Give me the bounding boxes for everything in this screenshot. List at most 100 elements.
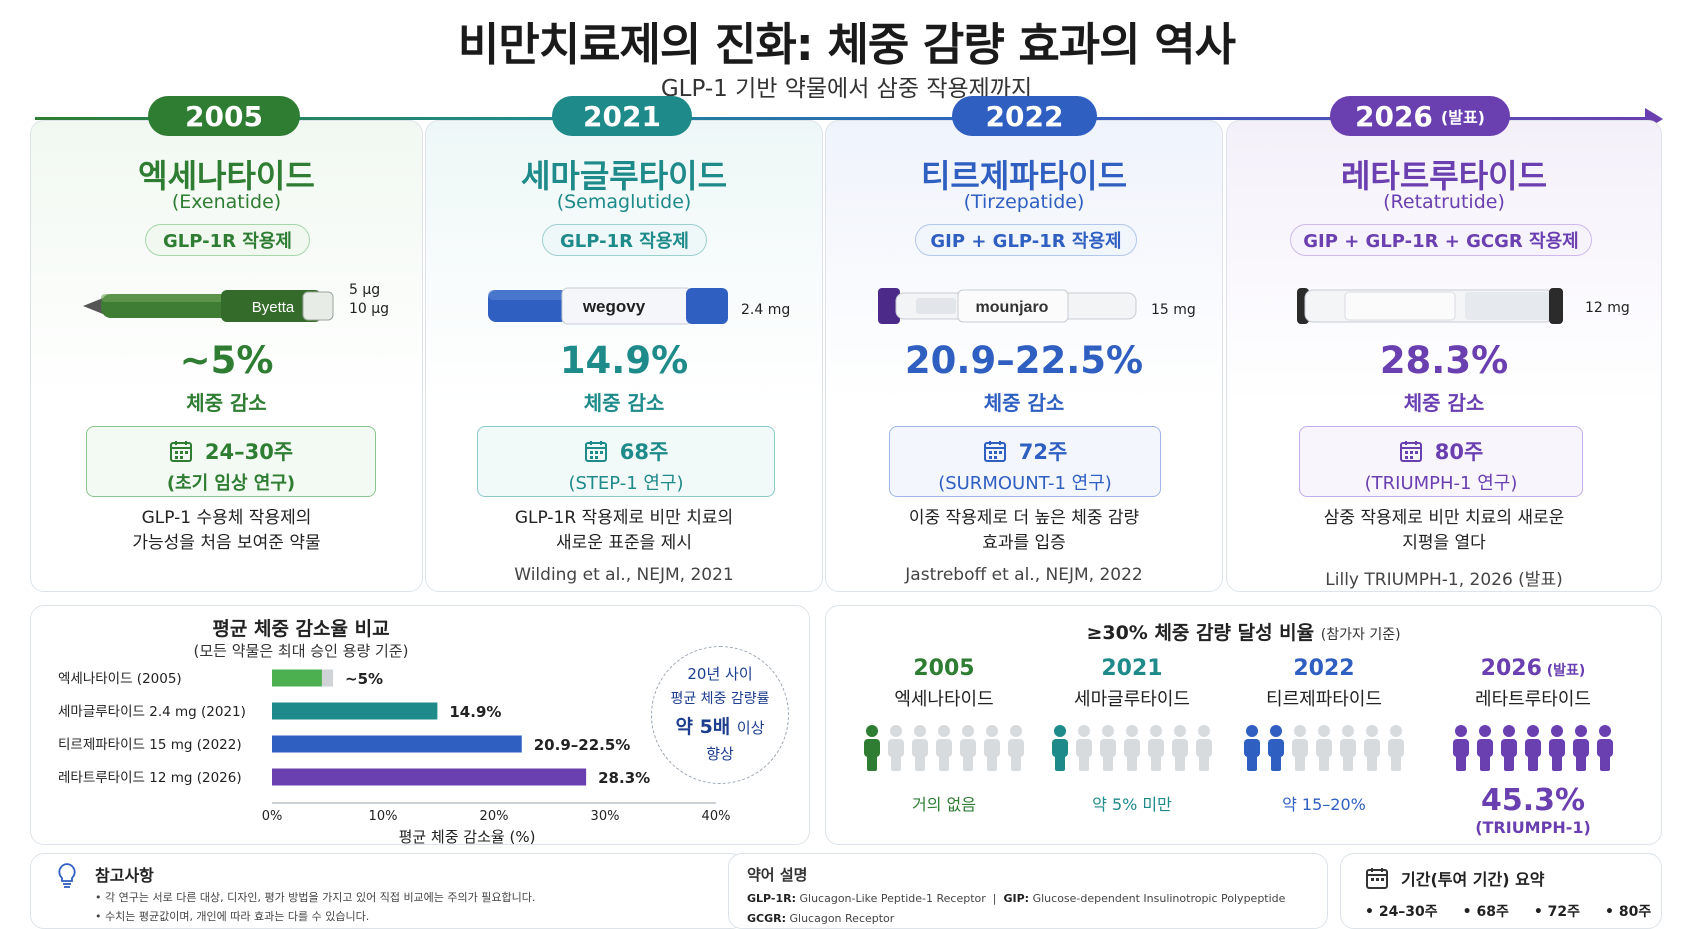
- mechanism-badge: GLP-1R 작용제: [542, 224, 707, 256]
- value-label: 28.3%: [598, 769, 650, 787]
- drug-name: 엑세나타이드: [138, 157, 315, 195]
- bar: [272, 669, 322, 687]
- bar: [272, 702, 438, 720]
- drug-description: GLP-1R 작용제로 비만 치료의 새로운 표준을 제시: [426, 506, 822, 556]
- group-drug-name: 레타트루타이드: [1475, 689, 1591, 710]
- person-icon: [1525, 725, 1541, 771]
- abbr-key: GIP:: [1003, 892, 1030, 905]
- drug-card-retatrutide: 레타트루타이드 (Retatrutide) GIP + GLP-1R + GCG…: [1226, 120, 1662, 592]
- person-icon: [1124, 725, 1140, 771]
- person-icon: [984, 725, 1000, 771]
- person-icon: [1501, 725, 1517, 771]
- bar-chart-panel: 평균 체중 감소율 비교 (모든 약물은 최대 승인 용량 기준) 엑세나타이드…: [30, 605, 810, 846]
- dose-value: 5 μg: [349, 282, 381, 298]
- blue-injector-pen-icon: wegovy: [488, 287, 728, 325]
- study-box: 68주 (STEP-1 연구): [477, 426, 775, 497]
- pictogram-title: ≥30% 체중 감량 달성 비율 (참가자 기준): [826, 618, 1661, 645]
- person-icon: [1388, 725, 1404, 771]
- description-line: GLP-1 수용체 작용제의: [141, 508, 312, 528]
- people-icons: [864, 725, 1024, 771]
- drug-name: 레타트루타이드: [1340, 157, 1548, 195]
- person-icon: [1052, 725, 1068, 771]
- dose-value: 12 mg: [1585, 300, 1630, 316]
- weight-loss-label: 체중 감소: [983, 391, 1065, 415]
- bar-chart: 엑세나타이드 (2005) ~5% 세마글루타이드 2.4 mg (2021) 14.…: [58, 669, 731, 846]
- pen-brand-label: Byetta: [252, 299, 295, 316]
- duration-item: • 80주: [1605, 904, 1652, 920]
- notes-panel: 참고사항 • 각 연구는 서로 다른 대상, 디자인, 평가 방법을 가지고 있…: [30, 853, 745, 929]
- pictogram-panel: ≥30% 체중 감량 달성 비율 (참가자 기준) 2005 엑세나타이드 거의 없…: [825, 605, 1662, 845]
- category-label: 엑세나타이드 (2005): [58, 671, 182, 687]
- calendar-icon: [1399, 441, 1422, 462]
- group-drug-name: 티르제파타이드: [1266, 689, 1382, 710]
- duration-list: • 24–30주 • 68주 • 72주 • 80주: [1365, 901, 1651, 921]
- people-icons: [1244, 725, 1404, 771]
- notes-title: 참고사항: [95, 866, 154, 885]
- group-year: 2021: [1101, 656, 1163, 681]
- white-purple-injector-pen-icon: mounjaro: [878, 288, 1137, 324]
- person-icon: [1597, 725, 1613, 771]
- year-label: 2021: [583, 99, 661, 133]
- person-icon: [1453, 725, 1469, 771]
- description-line: 효과를 입증: [982, 533, 1066, 553]
- drug-card-exenatide: 엑세나타이드 (Exenatide) GLP-1R 작용제 Byetta 5 μ…: [30, 120, 423, 592]
- category-label: 세마글루타이드 2.4 mg (2021): [58, 704, 246, 720]
- weight-loss-label: 체중 감소: [583, 391, 665, 415]
- weight-loss-label: 체중 감소: [1403, 391, 1485, 415]
- person-icon: [1148, 725, 1164, 771]
- pen-brand-label: mounjaro: [976, 299, 1049, 316]
- drug-english-name: (Tirzepatide): [963, 191, 1085, 213]
- abbr-separator: |: [992, 892, 997, 905]
- bar-range: [321, 669, 334, 687]
- people-icons: [1453, 725, 1613, 771]
- group-year: 2026 (발표): [1480, 656, 1586, 681]
- person-icon: [1008, 725, 1024, 771]
- group-value: 약 15–20%: [1282, 795, 1366, 814]
- study-name: (STEP-1 연구): [568, 473, 684, 494]
- study-weeks: 72주: [1018, 440, 1068, 464]
- value-label: 14.9%: [449, 703, 501, 721]
- person-icon: [1477, 725, 1493, 771]
- tick-label: 40%: [702, 809, 731, 824]
- tick-label: 10%: [369, 809, 398, 824]
- group-value: 약 5% 미만: [1092, 795, 1172, 814]
- person-icon: [888, 725, 904, 771]
- dose-value: 2.4 mg: [741, 302, 791, 318]
- weight-loss-label: 체중 감소: [186, 391, 267, 415]
- dose-label: 15 mg: [1151, 301, 1196, 320]
- person-icon: [1196, 725, 1212, 771]
- bar: [272, 768, 587, 786]
- abbr-value: Glucagon-Like Peptide-1 Receptor: [799, 892, 986, 905]
- weight-loss-percent: 14.9%: [559, 339, 689, 382]
- abbreviations-panel: 약어 설명 GLP-1R: Glucagon-Like Peptide-1 Re…: [728, 853, 1328, 929]
- note-line: • 각 연구는 서로 다른 대상, 디자인, 평가 방법을 가지고 있어 직접 …: [95, 891, 536, 904]
- drug-description: 삼중 작용제로 비만 치료의 새로운 지평을 열다: [1227, 506, 1661, 556]
- callout-line: 이상: [736, 719, 765, 737]
- abbreviations-title: 약어 설명: [747, 866, 808, 884]
- bar: [272, 735, 522, 753]
- abbreviations-body: GLP-1R: Glucagon-Like Peptide-1 Receptor…: [747, 889, 1285, 929]
- pictogram-group-2022: 2022 티르제파타이드 약 15–20%: [1224, 656, 1424, 815]
- citation: Wilding et al., NEJM, 2021: [514, 565, 734, 585]
- callout-line: 20년 사이: [687, 665, 753, 683]
- duration-title: 기간(투여 기간) 요약: [1401, 870, 1545, 889]
- green-injector-pen-icon: Byetta: [83, 290, 334, 322]
- study-box: 24–30주 (초기 임상 연구): [86, 426, 376, 497]
- person-icon: [1076, 725, 1092, 771]
- value-label: 20.9–22.5%: [534, 736, 631, 754]
- mechanism-badge: GIP + GLP-1R 작용제: [915, 224, 1137, 256]
- dose-label: 12 mg: [1585, 299, 1630, 318]
- pictogram-title-note: (참가자 기준): [1320, 627, 1401, 643]
- notes-body: • 각 연구는 서로 다른 대상, 디자인, 평가 방법을 가지고 있어 직접 …: [95, 888, 535, 926]
- group-value: 거의 없음: [912, 795, 976, 814]
- year-tag: (발표): [1440, 108, 1485, 127]
- person-icon: [960, 725, 976, 771]
- duration-item: • 72주: [1533, 904, 1581, 920]
- white-injector-pen-icon: [1297, 288, 1563, 324]
- drug-english-name: (Exenatide): [171, 191, 282, 213]
- person-icon: [1549, 725, 1565, 771]
- drug-description: 이중 작용제로 더 높은 체중 감량 효과를 입증: [826, 506, 1222, 556]
- abbr-value: Glucose-dependent Insulinotropic Polypep…: [1032, 892, 1286, 905]
- value-label: ~5%: [345, 670, 383, 688]
- description-line: 새로운 표준을 제시: [556, 533, 692, 553]
